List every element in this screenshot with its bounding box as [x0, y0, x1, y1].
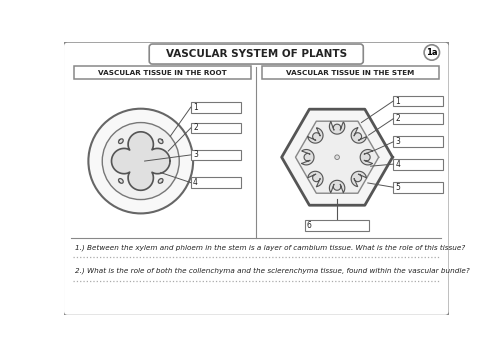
FancyBboxPatch shape — [394, 136, 444, 147]
Polygon shape — [308, 128, 323, 143]
FancyBboxPatch shape — [191, 177, 241, 188]
FancyBboxPatch shape — [191, 149, 241, 160]
Polygon shape — [118, 139, 123, 143]
FancyBboxPatch shape — [305, 220, 370, 231]
Polygon shape — [351, 171, 366, 187]
Polygon shape — [158, 139, 163, 143]
Text: 1a: 1a — [426, 48, 438, 57]
FancyBboxPatch shape — [394, 182, 444, 193]
Text: 5: 5 — [396, 183, 400, 192]
FancyBboxPatch shape — [74, 65, 251, 79]
Polygon shape — [302, 149, 314, 165]
Text: 1: 1 — [193, 103, 198, 112]
Text: 2.) What is the role of both the collenchyma and the sclerenchyma tissue, found : 2.) What is the role of both the collenc… — [76, 267, 470, 274]
FancyBboxPatch shape — [262, 65, 438, 79]
Text: 6: 6 — [306, 221, 311, 230]
Polygon shape — [330, 180, 345, 193]
Text: 1.) Between the xylem and phloem in the stem is a layer of cambium tissue. What : 1.) Between the xylem and phloem in the … — [76, 244, 466, 251]
Text: 1: 1 — [396, 97, 400, 105]
FancyBboxPatch shape — [149, 44, 364, 64]
Circle shape — [88, 109, 193, 213]
Polygon shape — [158, 178, 163, 183]
Text: 2: 2 — [193, 124, 198, 132]
Polygon shape — [282, 109, 393, 205]
FancyBboxPatch shape — [63, 42, 450, 316]
Polygon shape — [330, 122, 345, 134]
Polygon shape — [118, 178, 123, 183]
Polygon shape — [360, 149, 372, 165]
FancyBboxPatch shape — [394, 113, 444, 124]
Text: 3: 3 — [193, 150, 198, 159]
Polygon shape — [308, 171, 323, 187]
Text: 2: 2 — [396, 114, 400, 123]
Circle shape — [102, 122, 179, 200]
Polygon shape — [112, 132, 170, 190]
Text: VASCULAR TISSUE IN THE ROOT: VASCULAR TISSUE IN THE ROOT — [98, 69, 226, 75]
Text: VASCULAR SYSTEM OF PLANTS: VASCULAR SYSTEM OF PLANTS — [166, 49, 347, 59]
Text: VASCULAR TISSUE IN THE STEM: VASCULAR TISSUE IN THE STEM — [286, 69, 414, 75]
Text: 4: 4 — [396, 160, 400, 169]
Text: 3: 3 — [396, 137, 400, 146]
FancyBboxPatch shape — [191, 122, 241, 133]
FancyBboxPatch shape — [191, 102, 241, 113]
FancyBboxPatch shape — [394, 159, 444, 170]
FancyBboxPatch shape — [394, 96, 444, 107]
Polygon shape — [296, 121, 378, 193]
Text: 4: 4 — [193, 178, 198, 187]
Polygon shape — [351, 128, 366, 143]
Circle shape — [335, 155, 340, 160]
Circle shape — [424, 45, 440, 60]
